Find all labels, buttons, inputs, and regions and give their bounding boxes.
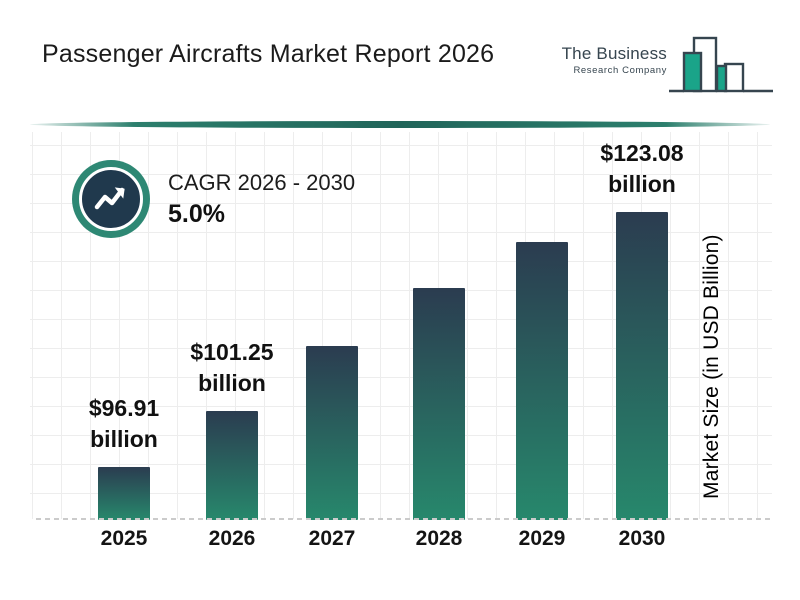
y-axis-label: Market Size (in USD Billion) bbox=[700, 234, 723, 500]
company-logo: The Business Research Company bbox=[560, 26, 775, 100]
logo-text: The Business Research Company bbox=[562, 44, 667, 76]
cagr-text: CAGR 2026 - 2030 5.0% bbox=[168, 170, 355, 229]
x-tick-2025: 2025 bbox=[100, 527, 148, 550]
x-tick-2027: 2027 bbox=[308, 527, 356, 550]
x-tick-2029: 2029 bbox=[518, 527, 566, 550]
bar-2027 bbox=[306, 346, 358, 520]
header-divider bbox=[30, 121, 770, 128]
bar-2026 bbox=[206, 411, 258, 520]
value-label-2026: $101.25 billion bbox=[190, 339, 274, 396]
page-title: Passenger Aircrafts Market Report 2026 bbox=[42, 40, 495, 68]
trend-up-icon bbox=[72, 160, 150, 238]
bar-2029 bbox=[516, 242, 568, 520]
cagr-label: CAGR 2026 - 2030 bbox=[168, 169, 356, 195]
bar-2028 bbox=[413, 288, 465, 520]
cagr-value: 5.0% bbox=[168, 199, 225, 228]
logo-company-subname: Research Company bbox=[573, 65, 667, 76]
trend-up-arrow bbox=[94, 187, 125, 210]
logo-company-name: The Business bbox=[561, 44, 667, 63]
trend-up-icon-inner bbox=[79, 167, 143, 231]
x-tick-2026: 2026 bbox=[208, 527, 256, 550]
bar-2030 bbox=[616, 212, 668, 520]
bar-2025 bbox=[98, 467, 150, 520]
x-axis-line bbox=[36, 518, 772, 520]
value-label-2030: $123.08 billion bbox=[600, 140, 684, 197]
x-tick-2030: 2030 bbox=[618, 527, 666, 550]
x-tick-2028: 2028 bbox=[415, 527, 463, 550]
value-label-2025: $96.91 billion bbox=[88, 395, 160, 452]
cagr-badge: CAGR 2026 - 2030 5.0% bbox=[72, 160, 355, 238]
logo-bars-icon bbox=[669, 36, 773, 93]
